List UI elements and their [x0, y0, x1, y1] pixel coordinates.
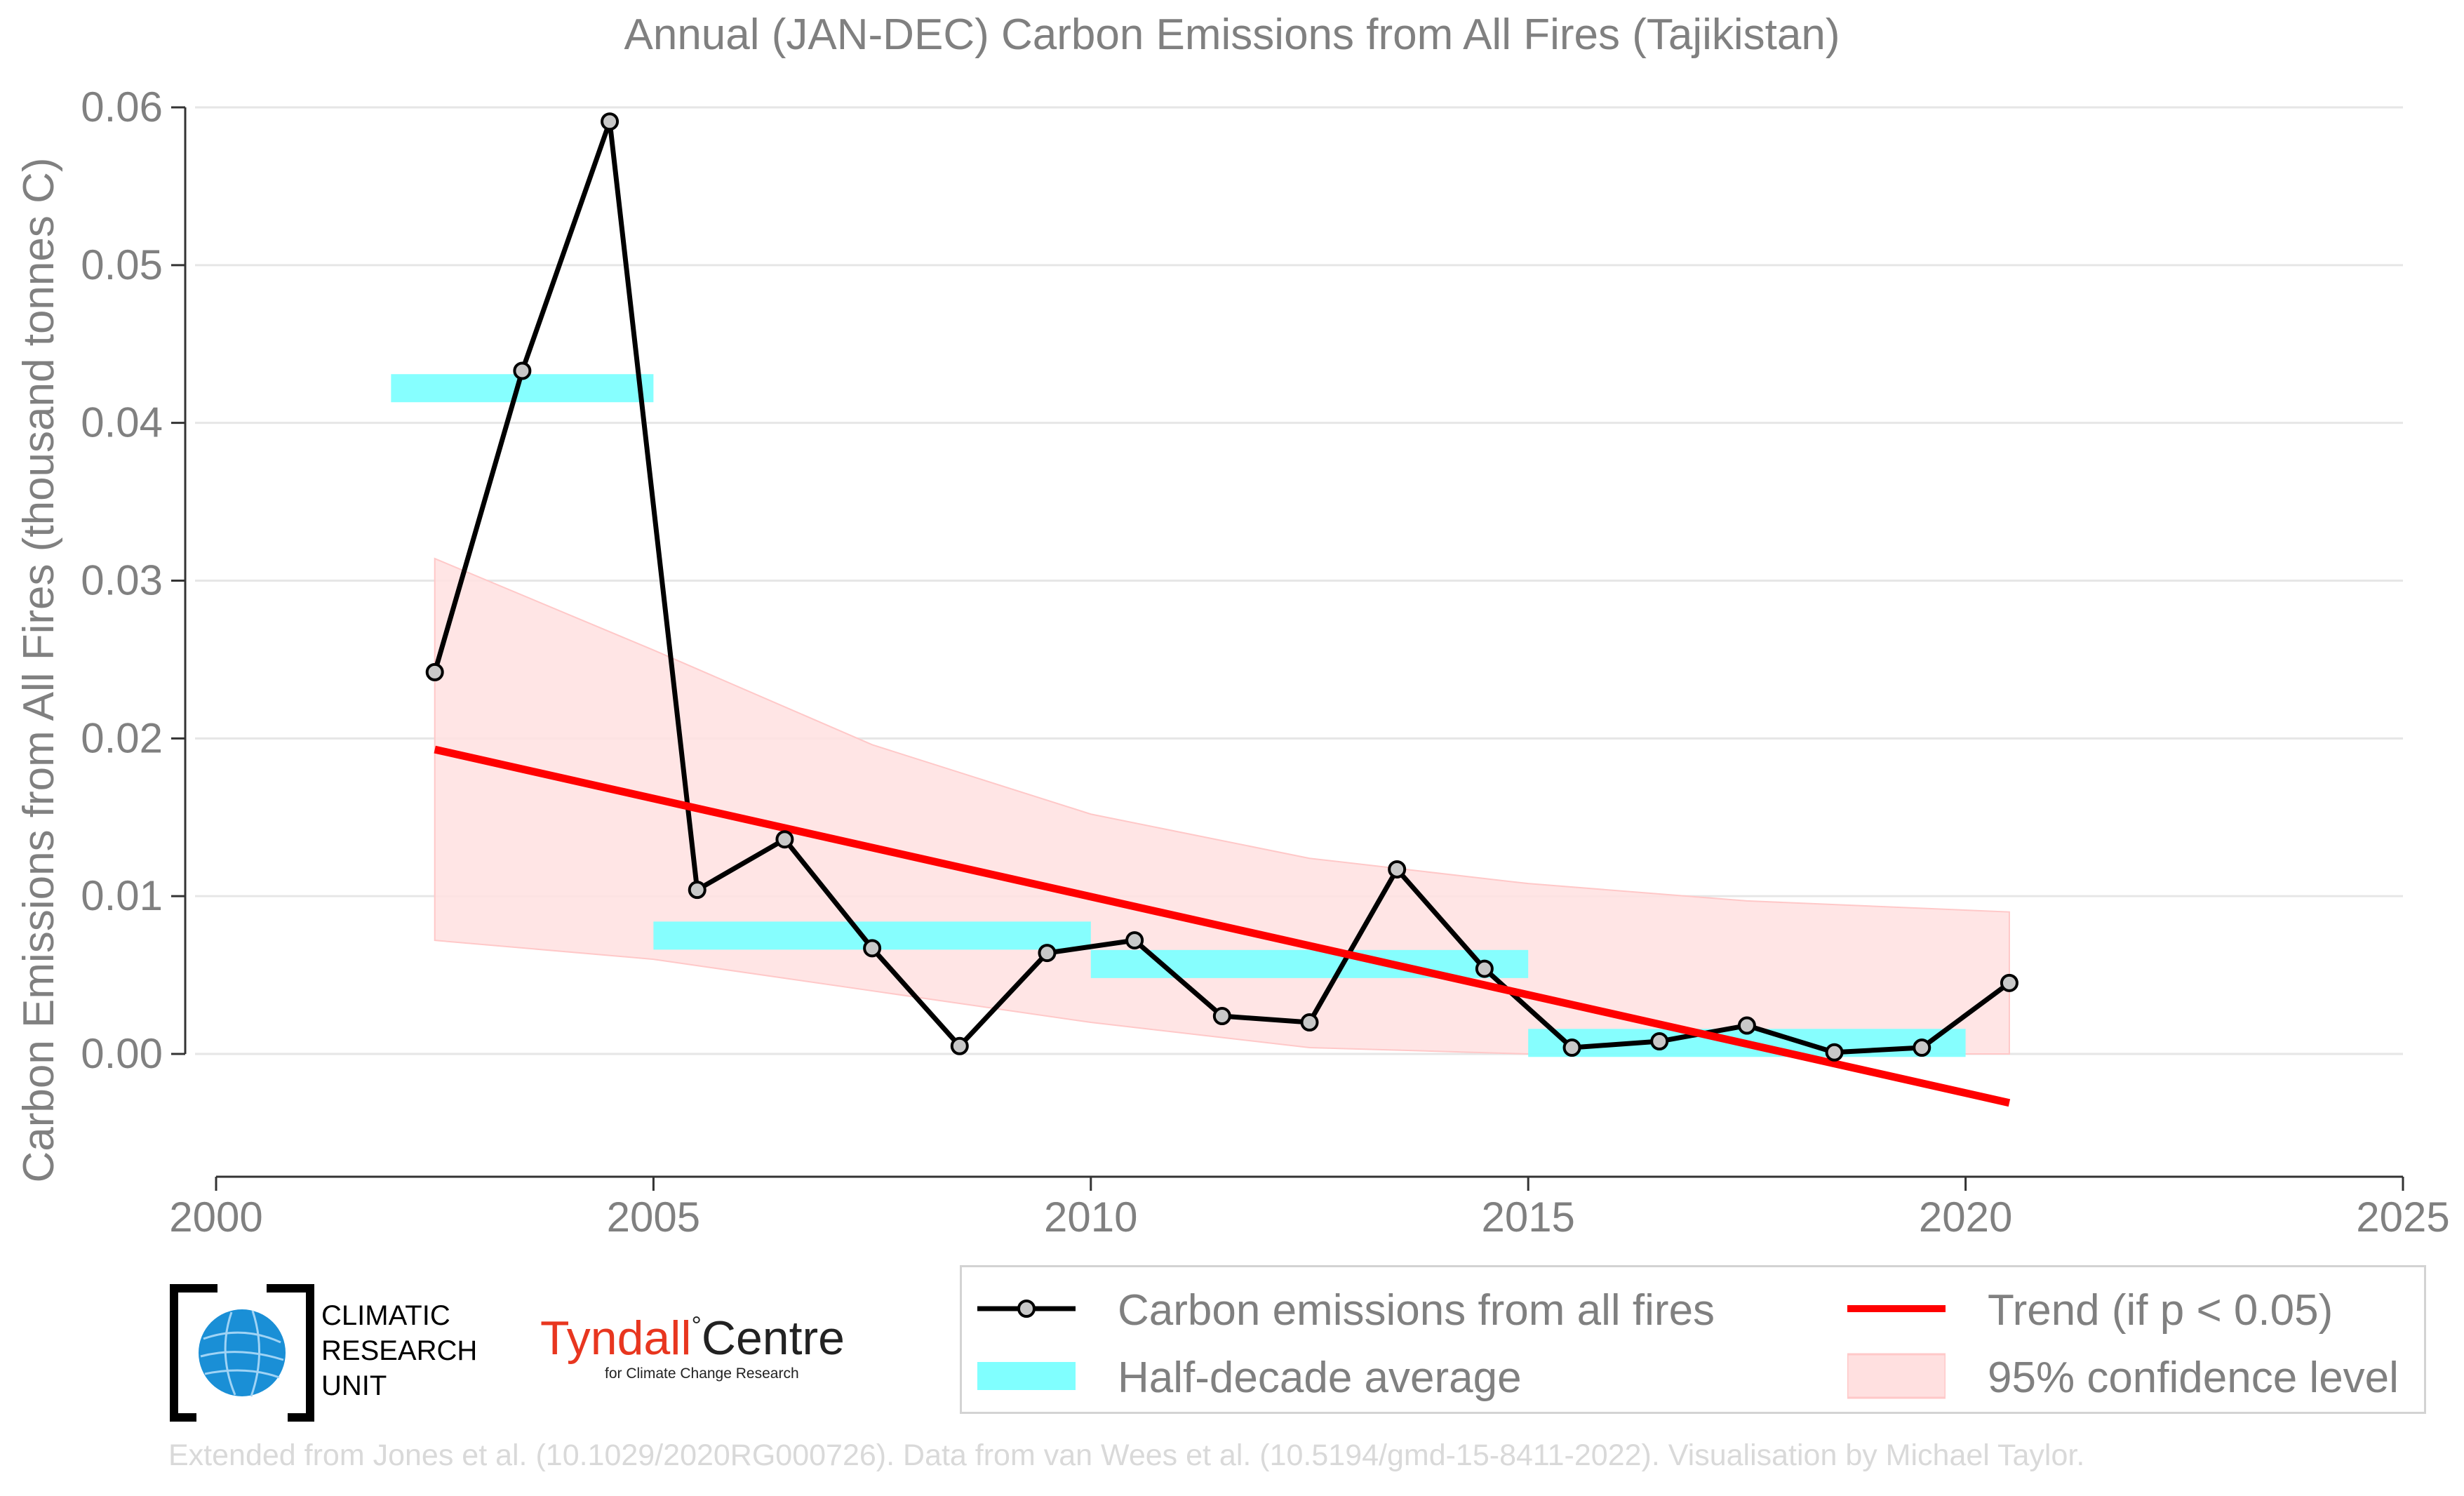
- emissions-point: [775, 830, 794, 849]
- y-axis-label: Carbon Emissions from All Fires (thousan…: [15, 157, 63, 1183]
- emissions-point: [1475, 959, 1494, 978]
- cru-line-2: RESEARCH: [321, 1335, 478, 1366]
- x-tick-label: 2025: [2356, 1194, 2449, 1241]
- x-tick-label: 2010: [1044, 1194, 1137, 1241]
- emissions-point: [1562, 1038, 1581, 1057]
- trend-line: [434, 745, 2011, 1107]
- emissions-point: [1737, 1016, 1756, 1035]
- legend-swatch-confidence: [1847, 1353, 1946, 1399]
- legend-swatch-line-marker: [977, 1300, 1076, 1318]
- y-tick-label: 0.02: [81, 714, 163, 761]
- cru-logo-text: CLIMATIC RESEARCH UNIT: [321, 1298, 477, 1403]
- y-tick-label: 0.04: [81, 399, 163, 446]
- chart-title: Annual (JAN-DEC) Carbon Emissions from A…: [624, 11, 1840, 59]
- y-tick-label: 0.06: [81, 84, 163, 131]
- half-decade-bar: [1090, 949, 1529, 978]
- tyndall-wordmark: Tyndall°Centre: [540, 1311, 845, 1365]
- emissions-point: [1650, 1032, 1669, 1051]
- emissions-point: [1300, 1013, 1319, 1032]
- y-tick-label: 0.05: [81, 241, 163, 288]
- emissions-point: [1038, 944, 1057, 963]
- x-tick-label: 2020: [1919, 1194, 2012, 1241]
- emissions-point: [863, 939, 882, 958]
- emissions-point: [2000, 973, 2018, 992]
- cru-line-1: CLIMATIC: [321, 1300, 450, 1331]
- cru-line-3: UNIT: [321, 1370, 387, 1401]
- emissions-point: [1825, 1043, 1844, 1062]
- tyndall-degree: °: [691, 1311, 702, 1340]
- emissions-point: [950, 1036, 969, 1055]
- legend-label: Half-decade average: [1118, 1354, 1522, 1402]
- tyndall-centre: Centre: [701, 1311, 845, 1365]
- legend-label: 95% confidence level: [1988, 1354, 2399, 1402]
- emissions-point: [425, 662, 444, 681]
- emissions-point: [1913, 1038, 1931, 1057]
- emissions-point: [1212, 1007, 1231, 1026]
- x-tick-label: 2015: [1481, 1194, 1574, 1241]
- emissions-point: [513, 361, 532, 380]
- emissions-point: [688, 881, 707, 900]
- tyndall-subtitle: for Climate Change Research: [605, 1365, 799, 1382]
- y-tick-label: 0.03: [81, 557, 163, 604]
- legend: Carbon emissions from all fires Trend (i…: [960, 1265, 2426, 1414]
- emissions-point: [601, 112, 620, 131]
- cru-globe-icon: [170, 1284, 314, 1422]
- legend-label: Carbon emissions from all fires: [1118, 1286, 1715, 1335]
- y-tick-label: 0.01: [81, 872, 163, 919]
- legend-swatch-trend: [1847, 1305, 1946, 1312]
- emissions-point: [1125, 931, 1144, 950]
- legend-label: Trend (if p < 0.05): [1988, 1286, 2334, 1335]
- emissions-point: [1388, 860, 1407, 879]
- legend-swatch-half-decade: [977, 1362, 1076, 1390]
- y-tick-label: 0.00: [81, 1030, 163, 1077]
- cru-logo: CLIMATIC RESEARCH UNIT: [168, 1283, 491, 1423]
- tyndall-name: Tyndall: [540, 1311, 692, 1365]
- tyndall-logo: Tyndall°Centre for Climate Change Resear…: [540, 1311, 845, 1395]
- footer-credits: Extended from Jones et al. (10.1029/2020…: [168, 1438, 2085, 1472]
- x-tick-label: 2000: [169, 1194, 262, 1241]
- x-tick-label: 2005: [607, 1194, 700, 1241]
